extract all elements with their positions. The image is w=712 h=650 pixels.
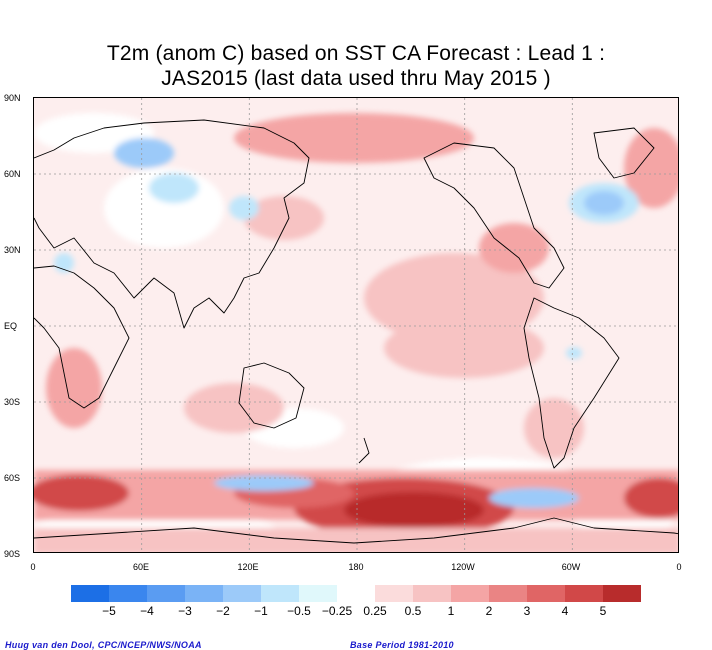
colorbar-swatch (413, 585, 451, 602)
lon-label-120w: 120W (451, 562, 475, 572)
lat-label-60n: 60N (4, 169, 21, 179)
lat-label-90n: 90N (4, 93, 21, 103)
colorbar (71, 585, 641, 602)
lat-label-30s: 30S (4, 397, 21, 407)
colorbar-swatch (375, 585, 413, 602)
lon-label-120e: 120E (237, 562, 259, 572)
lon-label-0-right: 0 (676, 562, 682, 572)
credit-text: Huug van den Dool, CPC/NCEP/NWS/NOAA (5, 640, 202, 650)
colorbar-label: −0.25 (321, 604, 353, 618)
lat-label-30n: 30N (4, 245, 21, 255)
colorbar-label: −0.5 (287, 604, 311, 618)
colorbar-swatch (185, 585, 223, 602)
lon-label-180: 180 (348, 562, 364, 572)
colorbar-swatch (565, 585, 603, 602)
colorbar-label: −1 (254, 604, 268, 618)
lat-label-90s: 90S (4, 549, 21, 559)
colorbar-swatch (451, 585, 489, 602)
colorbar-swatch (337, 585, 375, 602)
colorbar-label: −3 (178, 604, 192, 618)
colorbar-swatch (489, 585, 527, 602)
colorbar-swatch (527, 585, 565, 602)
anomaly-map-graphic (34, 98, 678, 552)
colorbar-swatch (223, 585, 261, 602)
lon-label-0: 0 (30, 562, 36, 572)
colorbar-label: 1 (447, 604, 455, 618)
colorbar-label: 0.5 (404, 604, 422, 618)
colorbar-label: −4 (140, 604, 154, 618)
colorbar-label: 5 (599, 604, 607, 618)
colorbar-swatch (71, 585, 109, 602)
colorbar-swatch (147, 585, 185, 602)
colorbar-label: −5 (102, 604, 116, 618)
colorbar-swatch (603, 585, 641, 602)
lat-label-60s: 60S (4, 473, 21, 483)
colorbar-label: −2 (216, 604, 230, 618)
base-period-text: Base Period 1981-2010 (350, 640, 454, 650)
lat-label-eq: EQ (4, 321, 18, 331)
lon-label-60e: 60E (132, 562, 149, 572)
colorbar-label: 3 (523, 604, 531, 618)
colorbar-swatch (109, 585, 147, 602)
colorbar-label: 2 (485, 604, 493, 618)
colorbar-label: 4 (561, 604, 569, 618)
colorbar-swatch (299, 585, 337, 602)
colorbar-label: 0.25 (363, 604, 387, 618)
map-title-line1: T2m (anom C) based on SST CA Forecast : … (106, 42, 606, 65)
lon-label-60w: 60W (561, 562, 581, 572)
map-title-line2: JAS2015 (last data used thru May 2015 ) (161, 67, 551, 90)
anomaly-map (33, 97, 679, 553)
colorbar-swatch (261, 585, 299, 602)
